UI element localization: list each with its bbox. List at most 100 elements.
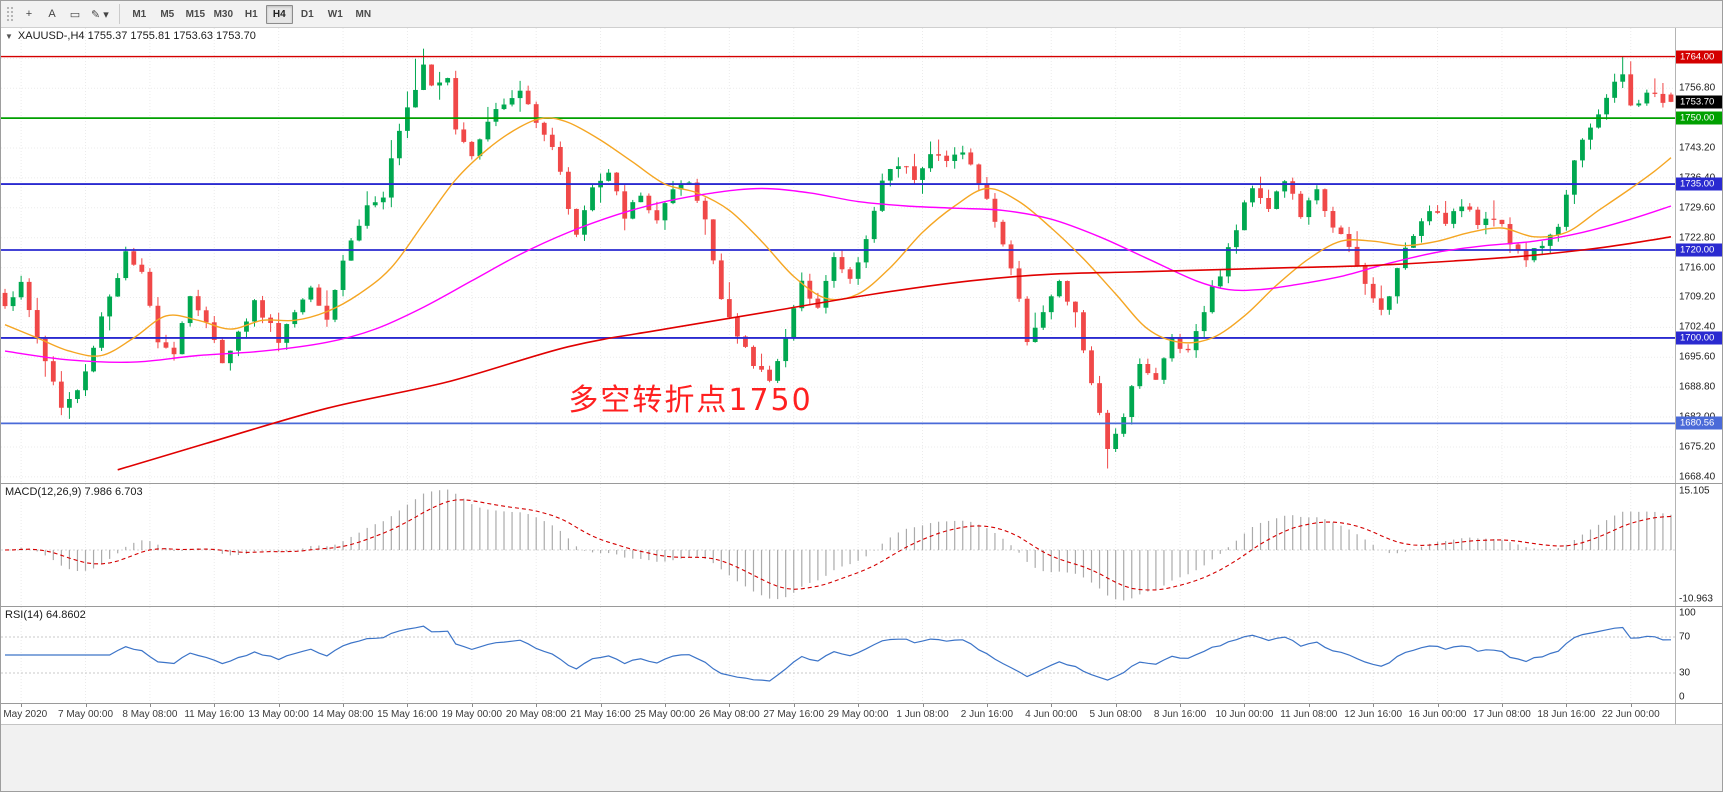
price-tick: 1668.40 [1679,471,1716,483]
time-axis-label: 14 May 08:00 [312,709,374,720]
time-tick [1630,704,1632,707]
rsi-line [5,625,1672,682]
macd-scale-tick: -10.963 [1679,593,1713,605]
time-axis-label: 10 Jun 00:00 [1215,709,1274,720]
time-tick [1566,704,1568,707]
symbol-ohlc-label: ▼ XAUUSD-,H4 1755.37 1755.81 1753.63 175… [5,30,256,42]
time-axis-label: 4 Jun 00:00 [1025,709,1078,720]
time-axis-label: 8 Jun 16:00 [1153,709,1207,720]
macd-scale[interactable]: 15.105 -10.963 [1675,484,1722,606]
macd-scale-tick: 15.105 [1679,485,1710,497]
price-level-lines[interactable] [1,55,1675,425]
time-axis-label: 15 May 16:00 [377,709,438,720]
time-axis-corner [1675,704,1722,724]
time-tick [1501,704,1503,707]
time-axis[interactable]: 5 May 2020 7 May 00:00 8 May 08:00 11 May 1… [1,704,1722,724]
time-axis-label: 11 Jun 08:00 [1280,709,1338,720]
price-tick: 1709.20 [1679,291,1716,303]
text-tool[interactable]: A [48,8,56,20]
time-tick [278,704,280,707]
rsi-chart[interactable] [1,607,1675,703]
time-tick [600,704,602,707]
price-tick: 1743.20 [1679,142,1716,154]
time-tick [1115,704,1117,707]
time-tick [343,704,345,707]
price-tick: 1675.20 [1679,441,1716,453]
time-tick [85,704,87,707]
time-axis-label: 22 Jun 00:00 [1601,709,1660,720]
price-tick: 1695.60 [1679,351,1716,363]
time-tick [1437,704,1439,707]
rsi-scale[interactable]: 100 70 30 0 [1675,607,1722,703]
crosshair-tool[interactable]: + [25,8,33,20]
macd-label: MACD(12,26,9) 7.986 6.703 [5,486,143,498]
time-axis-label: 18 Jun 16:00 [1537,709,1596,720]
time-tick [1373,704,1375,707]
draw-tool[interactable]: ✎ ▾ [91,8,109,21]
shapes-tool[interactable]: ▭ [69,8,81,21]
price-tick: 1702.40 [1679,321,1716,333]
timeframe-button-m1[interactable]: M1 [132,8,147,20]
rsi-label: RSI(14) 64.8602 [5,609,86,621]
time-axis-label: 27 May 16:00 [763,709,825,720]
time-axis-label: 8 May 08:00 [122,709,178,720]
time-axis-label: 12 Jun 16:00 [1344,709,1403,720]
time-tick [858,704,860,707]
symbol-ohlc-text: XAUUSD-,H4 1755.37 1755.81 1753.63 1753.… [17,30,256,42]
price-scale[interactable]: 1763.601756.801750.001743.201736.401729.… [1675,28,1722,483]
window-footer [1,724,1722,791]
time-tick [1180,704,1182,707]
rsi-scale-tick: 100 [1679,607,1696,619]
candles [2,48,1674,469]
macd-signal-line [4,499,1672,591]
price-tick: 1722.80 [1679,232,1716,244]
current-price-label: 1753.70 [1676,95,1722,109]
candlestick-chart[interactable] [1,28,1675,483]
time-axis-label: 21 May 16:00 [570,709,631,720]
price-level-label[interactable]: 1750.00 [1676,111,1722,125]
toolbar-grip[interactable] [5,5,13,23]
price-tick: 1756.80 [1679,82,1716,94]
price-level-label[interactable]: 1700.00 [1676,331,1722,345]
timeframe-button-m15[interactable]: M15 [185,8,206,20]
time-axis-label: 17 Jun 08:00 [1473,709,1531,720]
price-level-label[interactable]: 1735.00 [1676,177,1722,191]
rsi-scale-tick: 30 [1679,667,1691,679]
time-tick [536,704,538,707]
ma-mid-line [4,187,1672,364]
time-tick [986,704,988,707]
time-axis-label: 1 Jun 08:00 [896,709,949,720]
grid [1,607,1675,703]
timeframe-button-mn[interactable]: MN [355,8,372,20]
moving-averages [4,117,1672,471]
price-tick: 1688.80 [1679,381,1716,393]
time-axis-label: 2 Jun 16:00 [960,709,1014,720]
time-axis-label: 20 May 08:00 [505,709,567,720]
time-axis-label: 5 Jun 08:00 [1089,709,1142,720]
timeframe-button-h1[interactable]: H1 [244,8,258,20]
time-axis-label: 16 Jun 00:00 [1408,709,1467,720]
macd-chart[interactable] [1,484,1675,606]
time-tick [214,704,216,707]
price-tick: 1729.60 [1679,202,1716,214]
timeframe-button-w1[interactable]: W1 [327,8,343,20]
time-axis-label: 11 May 16:00 [184,709,245,720]
macd-panel: MACD(12,26,9) 7.986 6.703 15.105 -10.963 [1,484,1722,607]
timeframe-button-h4[interactable]: H4 [265,4,293,24]
time-tick [1051,704,1053,707]
rsi-scale-tick: 0 [1679,691,1685,703]
ma-slow-line [117,236,1672,471]
rsi-scale-tick: 70 [1679,631,1691,643]
timeframe-button-m30[interactable]: M30 [213,8,234,20]
price-level-label[interactable]: 1764.00 [1676,50,1722,64]
price-tick: 1716.00 [1679,262,1716,274]
timeframe-button-d1[interactable]: D1 [300,8,314,20]
time-tick [149,704,151,707]
price-level-label[interactable]: 1680.56 [1676,416,1722,430]
collapse-icon[interactable]: ▼ [5,31,13,41]
timeframe-buttons: M1 M5 M15 M30 H1 H4 D1 W1 MN [126,4,377,24]
timeframe-button-m5[interactable]: M5 [160,8,175,20]
annotation-text[interactable]: 多空转折点1750 [568,383,813,419]
time-tick [793,704,795,707]
price-level-label[interactable]: 1720.00 [1676,243,1722,257]
